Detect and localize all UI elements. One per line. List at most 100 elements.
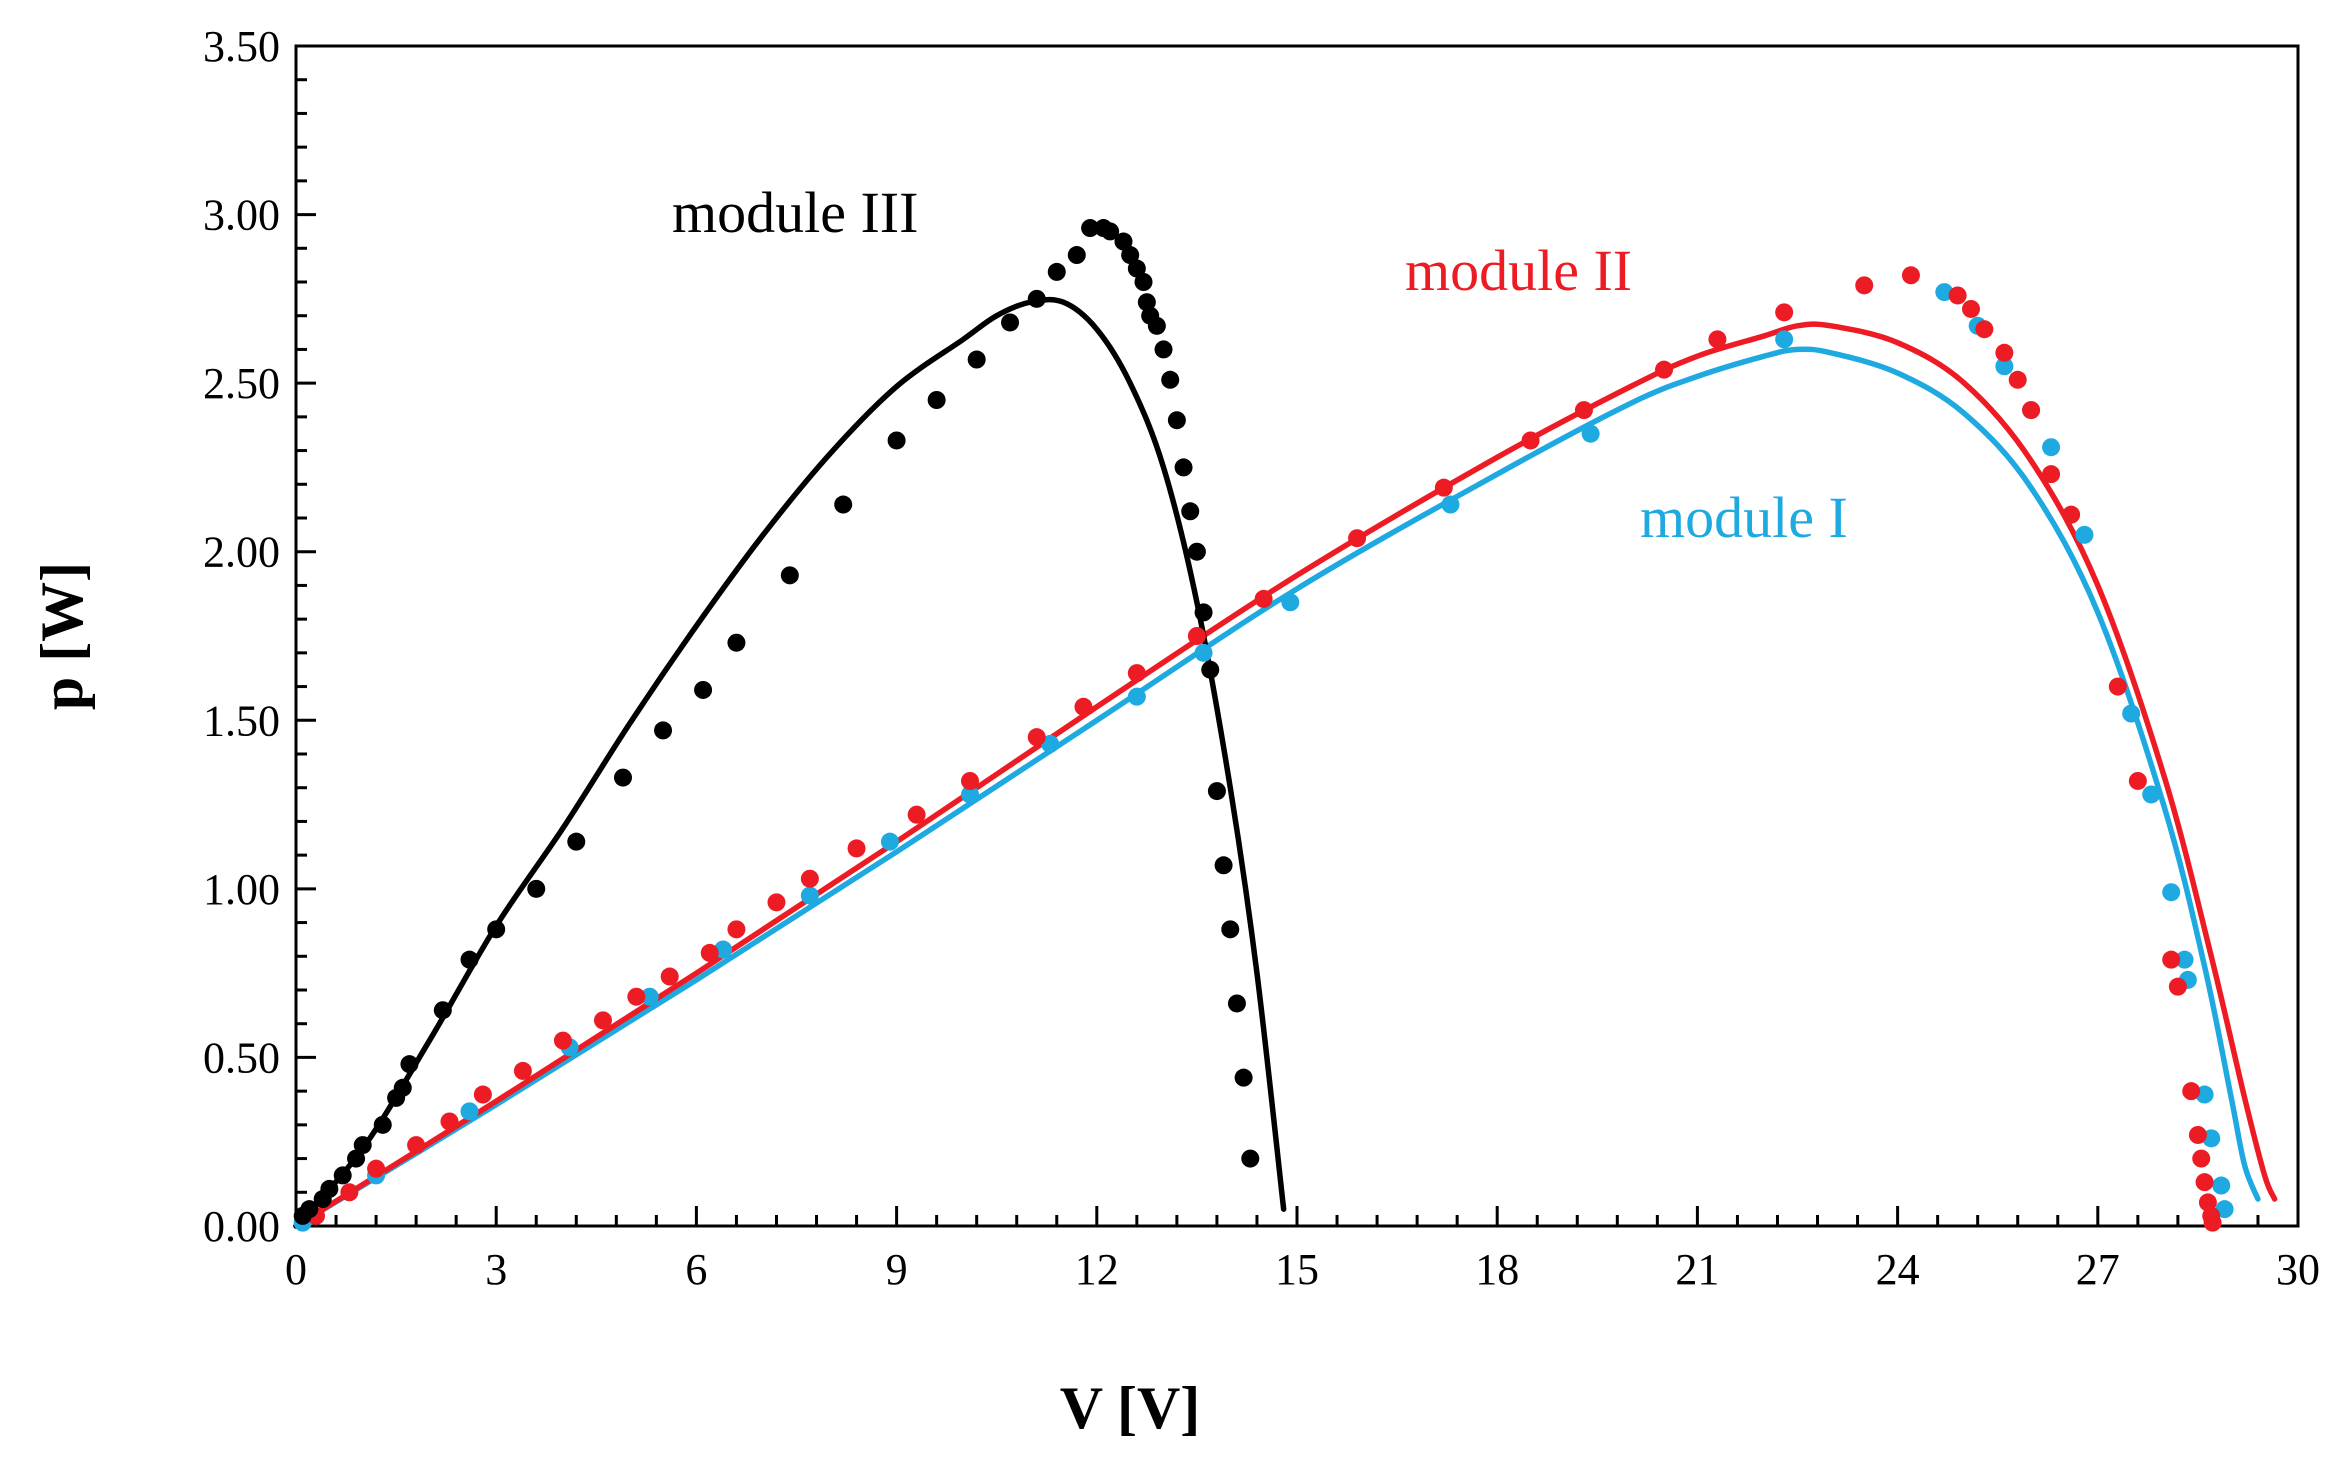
y-tick-label: 3.00 [203, 191, 280, 240]
data-point-module-iii [1137, 293, 1156, 312]
data-point-module-ii [961, 771, 980, 790]
data-point-module-iii [433, 1001, 452, 1020]
data-point-module-ii [2008, 370, 2027, 389]
data-point-module-i [2142, 785, 2161, 804]
data-point-module-iii [654, 721, 673, 740]
fit-curve-module-ii [293, 321, 2278, 1229]
x-tick-label: 27 [2076, 1245, 2120, 1294]
x-axis-title: V [V] [1060, 1375, 1201, 1441]
data-point-module-iii [834, 495, 853, 514]
data-point-module-ii [1948, 286, 1967, 305]
data-point-module-i [1281, 593, 1300, 612]
data-point-module-ii [1655, 360, 1674, 379]
data-point-module-iii [694, 680, 713, 699]
data-point-module-iii [1027, 289, 1046, 308]
data-point-module-i [2162, 883, 2181, 902]
data-point-module-ii [1434, 478, 1453, 497]
data-point-module-iii [1214, 856, 1233, 875]
data-point-module-iii [927, 391, 946, 409]
data-point-module-ii [2162, 950, 2181, 969]
data-point-module-iii [353, 1136, 372, 1155]
data-point-module-ii [2062, 505, 2081, 524]
data-point-module-ii [727, 920, 746, 939]
x-tick-label: 0 [285, 1245, 307, 1294]
data-point-module-i [1775, 330, 1794, 349]
data-point-module-iii [1147, 316, 1166, 335]
data-point-module-ii [2168, 977, 2187, 996]
data-point-module-iii [460, 950, 479, 969]
x-tick-label: 3 [485, 1245, 507, 1294]
data-point-module-ii [2203, 1213, 2222, 1232]
data-point-module-ii [1074, 697, 1093, 716]
data-point-module-i [1041, 734, 1060, 753]
data-point-module-ii [847, 839, 866, 858]
data-point-module-ii [1995, 343, 2014, 362]
data-point-module-iii [1227, 994, 1246, 1013]
data-point-module-ii [2195, 1173, 2214, 1192]
data-point-module-iii [1081, 219, 1100, 238]
data-point-module-i [460, 1102, 479, 1121]
data-point-module-iii [1114, 232, 1133, 251]
x-tick-label: 6 [685, 1245, 707, 1294]
y-tick-label: 1.00 [203, 865, 280, 914]
data-point-module-iii [1201, 660, 1220, 679]
data-point-module-i [1194, 643, 1213, 662]
annotation-module-i: module I [1640, 485, 1848, 550]
data-point-module-ii [2198, 1193, 2217, 1212]
data-point-module-ii [907, 805, 926, 824]
data-point-module-iii [400, 1055, 419, 1074]
data-point-module-i [880, 832, 899, 851]
data-point-module-ii [2182, 1082, 2201, 1101]
x-tick-label: 30 [2276, 1245, 2320, 1294]
data-point-module-iii [347, 1149, 366, 1168]
data-point-module-i [2212, 1176, 2231, 1195]
data-point-module-i [961, 785, 980, 804]
data-point-module-iii [333, 1166, 352, 1185]
data-point-module-iii [1174, 458, 1193, 477]
data-point-module-ii [660, 967, 679, 986]
data-point-module-iii [613, 768, 632, 787]
y-tick-label: 2.50 [203, 359, 280, 408]
y-tick-label: 1.50 [203, 696, 280, 745]
data-point-module-iii [727, 633, 746, 652]
data-point-module-ii [1975, 320, 1994, 339]
measured-points [293, 219, 2234, 1232]
data-point-module-i [1127, 687, 1146, 706]
data-point-module-iii [1187, 542, 1206, 561]
plot-frame [294, 44, 2300, 1228]
data-point-module-ii [1855, 276, 1874, 295]
data-point-module-i [1995, 357, 2014, 376]
data-point-module-ii [767, 893, 786, 912]
data-point-module-iii [1161, 370, 1180, 389]
data-point-module-iii [567, 832, 586, 851]
data-point-module-ii [1521, 431, 1540, 450]
data-point-module-i [640, 987, 659, 1006]
fit-curves [293, 296, 2278, 1229]
y-tick-label: 0.50 [203, 1033, 280, 1082]
data-point-module-ii [440, 1112, 459, 1131]
data-point-module-i [1441, 495, 1460, 514]
data-point-module-iii [1154, 340, 1173, 359]
data-point-module-iii [393, 1078, 412, 1097]
fit-curve-module-i [293, 346, 2261, 1229]
annotation-module-ii: module II [1405, 238, 1632, 303]
data-point-module-ii [1187, 627, 1206, 645]
data-point-module-ii [2022, 401, 2041, 420]
data-point-module-i [800, 886, 819, 905]
data-point-module-iii [373, 1115, 392, 1134]
data-point-module-ii [2042, 465, 2061, 484]
data-point-module-ii [367, 1159, 386, 1178]
data-point-module-ii [1775, 303, 1794, 322]
data-point-module-ii [2192, 1149, 2211, 1168]
data-point-module-ii [800, 869, 819, 888]
data-point-module-ii [1708, 330, 1727, 349]
data-point-module-ii [1901, 266, 1920, 285]
data-point-module-ii [473, 1085, 492, 1104]
data-point-module-iii [1127, 259, 1146, 278]
data-point-module-iii [527, 879, 546, 898]
data-point-module-iii [1134, 273, 1153, 291]
data-point-module-ii [593, 1011, 612, 1030]
data-point-module-iii [1167, 411, 1186, 430]
data-point-module-iii [1234, 1068, 1253, 1087]
